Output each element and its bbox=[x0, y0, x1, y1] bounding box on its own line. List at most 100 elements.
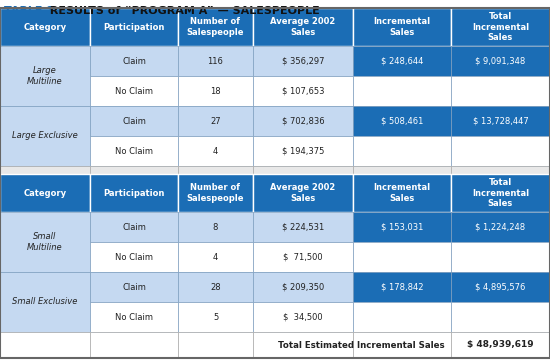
Bar bbox=[353, 272, 451, 302]
Bar bbox=[353, 212, 451, 242]
Bar bbox=[178, 136, 253, 166]
Text: $ 48,939,619: $ 48,939,619 bbox=[467, 340, 534, 349]
Text: Claim: Claim bbox=[122, 117, 146, 126]
Bar bbox=[353, 166, 451, 174]
Text: $  71,500: $ 71,500 bbox=[283, 252, 323, 261]
Bar bbox=[0, 8, 90, 46]
Bar bbox=[253, 106, 353, 136]
Text: 4: 4 bbox=[213, 147, 218, 156]
Bar bbox=[0, 332, 90, 358]
Bar bbox=[353, 302, 451, 332]
Bar bbox=[90, 166, 178, 174]
Bar bbox=[451, 136, 550, 166]
Text: TABLE 1: TABLE 1 bbox=[4, 6, 54, 16]
Text: Claim: Claim bbox=[122, 222, 146, 231]
Text: Category: Category bbox=[24, 22, 67, 31]
Bar bbox=[0, 166, 90, 174]
Text: No Claim: No Claim bbox=[115, 87, 153, 96]
Text: Small
Multiline: Small Multiline bbox=[27, 232, 63, 252]
Bar bbox=[178, 332, 253, 358]
Text: Average 2002
Sales: Average 2002 Sales bbox=[271, 183, 336, 203]
Bar bbox=[178, 174, 253, 212]
Text: $ 13,728,447: $ 13,728,447 bbox=[472, 117, 529, 126]
Bar bbox=[451, 106, 550, 136]
Text: $ 153,031: $ 153,031 bbox=[381, 222, 423, 231]
Bar bbox=[90, 136, 178, 166]
Text: 116: 116 bbox=[207, 57, 223, 65]
Bar bbox=[178, 76, 253, 106]
Bar bbox=[253, 212, 353, 242]
Text: Total Estimated Incremental Sales: Total Estimated Incremental Sales bbox=[278, 340, 445, 349]
Text: Category: Category bbox=[24, 188, 67, 197]
Bar bbox=[0, 272, 90, 332]
Bar bbox=[451, 332, 550, 358]
Bar bbox=[90, 332, 178, 358]
Bar bbox=[178, 212, 253, 242]
Text: Average 2002
Sales: Average 2002 Sales bbox=[271, 17, 336, 37]
Text: Number of
Salespeople: Number of Salespeople bbox=[187, 17, 244, 37]
Text: 5: 5 bbox=[213, 313, 218, 322]
Text: 27: 27 bbox=[210, 117, 221, 126]
Bar bbox=[451, 174, 550, 212]
Text: Participation: Participation bbox=[103, 188, 164, 197]
Text: Small Exclusive: Small Exclusive bbox=[12, 297, 78, 306]
Text: $ 1,224,248: $ 1,224,248 bbox=[475, 222, 526, 231]
Bar bbox=[178, 242, 253, 272]
Bar bbox=[253, 46, 353, 76]
Text: No Claim: No Claim bbox=[115, 313, 153, 322]
Bar bbox=[451, 8, 550, 46]
Bar bbox=[0, 106, 90, 166]
Text: $  34,500: $ 34,500 bbox=[283, 313, 323, 322]
Bar bbox=[353, 332, 451, 358]
Bar bbox=[90, 174, 178, 212]
Bar bbox=[90, 76, 178, 106]
Text: $ 224,531: $ 224,531 bbox=[282, 222, 324, 231]
Text: Number of
Salespeople: Number of Salespeople bbox=[187, 183, 244, 203]
Text: No Claim: No Claim bbox=[115, 147, 153, 156]
Bar bbox=[451, 242, 550, 272]
Bar bbox=[353, 106, 451, 136]
Text: $ 356,297: $ 356,297 bbox=[282, 57, 324, 65]
Bar bbox=[90, 272, 178, 302]
Bar bbox=[253, 174, 353, 212]
Text: 18: 18 bbox=[210, 87, 221, 96]
Text: 4: 4 bbox=[213, 252, 218, 261]
Bar bbox=[178, 272, 253, 302]
Bar bbox=[253, 332, 353, 358]
Text: No Claim: No Claim bbox=[115, 252, 153, 261]
Bar bbox=[253, 136, 353, 166]
Bar bbox=[178, 302, 253, 332]
Text: $ 248,644: $ 248,644 bbox=[381, 57, 423, 65]
Text: Large
Multiline: Large Multiline bbox=[27, 66, 63, 86]
Text: $ 209,350: $ 209,350 bbox=[282, 283, 324, 291]
Text: $ 107,653: $ 107,653 bbox=[282, 87, 324, 96]
Text: Total
Incremental
Sales: Total Incremental Sales bbox=[472, 12, 529, 42]
Bar bbox=[253, 76, 353, 106]
Bar bbox=[353, 136, 451, 166]
Text: Total
Incremental
Sales: Total Incremental Sales bbox=[472, 178, 529, 208]
Bar bbox=[353, 46, 451, 76]
Bar bbox=[451, 302, 550, 332]
Text: Incremental
Sales: Incremental Sales bbox=[373, 17, 431, 37]
Text: $ 9,091,348: $ 9,091,348 bbox=[475, 57, 526, 65]
Bar bbox=[90, 242, 178, 272]
Bar bbox=[0, 174, 90, 212]
Bar bbox=[451, 46, 550, 76]
Text: $ 178,842: $ 178,842 bbox=[381, 283, 424, 291]
Bar bbox=[253, 8, 353, 46]
Bar bbox=[253, 272, 353, 302]
Bar bbox=[0, 212, 90, 272]
Text: Participation: Participation bbox=[103, 22, 164, 31]
Bar bbox=[178, 166, 253, 174]
Bar bbox=[353, 174, 451, 212]
Text: Claim: Claim bbox=[122, 283, 146, 291]
Bar bbox=[253, 166, 353, 174]
Bar bbox=[353, 242, 451, 272]
Bar bbox=[178, 46, 253, 76]
Text: $ 702,836: $ 702,836 bbox=[282, 117, 324, 126]
Text: $ 194,375: $ 194,375 bbox=[282, 147, 324, 156]
Bar bbox=[451, 166, 550, 174]
Bar bbox=[90, 46, 178, 76]
Bar bbox=[90, 8, 178, 46]
Text: Claim: Claim bbox=[122, 57, 146, 65]
